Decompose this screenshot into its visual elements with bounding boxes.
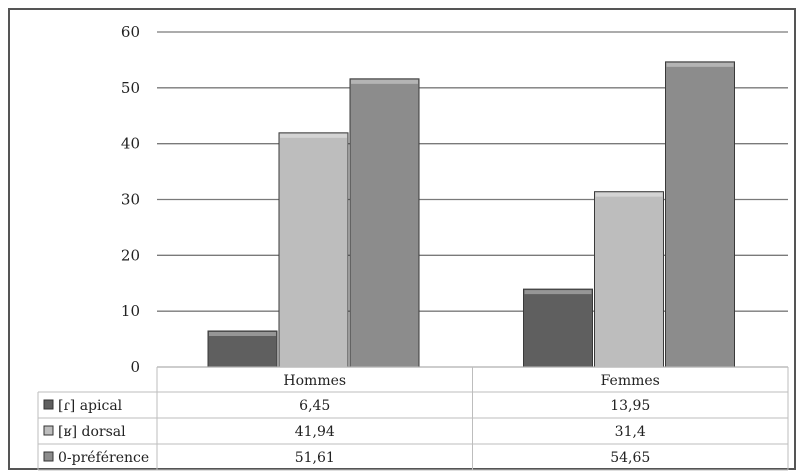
bar-highlight bbox=[595, 192, 663, 197]
legend-swatch bbox=[43, 451, 54, 462]
series-name: [ɾ] apical bbox=[58, 398, 123, 414]
legend-swatch bbox=[43, 399, 54, 410]
y-tick-label: 10 bbox=[121, 302, 140, 320]
bar-highlight bbox=[209, 331, 276, 336]
y-tick-label: 0 bbox=[130, 358, 140, 376]
bar-highlight bbox=[524, 290, 592, 295]
data-value: 6,45 bbox=[299, 398, 330, 414]
bar bbox=[523, 288, 593, 368]
category-label: Femmes bbox=[601, 373, 660, 389]
data-value: 41,94 bbox=[295, 424, 335, 440]
bar-body bbox=[523, 288, 593, 368]
bar bbox=[278, 132, 349, 368]
y-tick-label: 20 bbox=[121, 246, 140, 264]
data-table: Hommes Femmes [ɾ] apical 6,45 13,95 [ʁ] dorsa… bbox=[37, 366, 789, 471]
bar-body bbox=[594, 191, 664, 368]
bar-body bbox=[349, 78, 420, 368]
bar bbox=[665, 61, 735, 368]
series-name: [ʁ] dorsal bbox=[58, 424, 126, 440]
bar-body bbox=[665, 61, 735, 368]
series-name: 0-préférence bbox=[58, 450, 149, 466]
legend-swatch bbox=[43, 425, 54, 436]
bar-body bbox=[278, 132, 349, 368]
category-label: Hommes bbox=[283, 373, 346, 389]
bar bbox=[594, 191, 664, 368]
data-value: 31,4 bbox=[615, 424, 646, 440]
bar-highlight bbox=[351, 79, 418, 84]
data-value: 54,65 bbox=[610, 450, 650, 466]
bar-highlight bbox=[666, 62, 734, 67]
bar bbox=[207, 330, 278, 368]
data-value: 13,95 bbox=[610, 398, 650, 414]
bars bbox=[207, 61, 735, 368]
y-tick-label: 40 bbox=[121, 135, 140, 153]
bar bbox=[349, 78, 420, 368]
y-tick-label: 30 bbox=[121, 191, 140, 209]
y-tick-label: 50 bbox=[121, 79, 140, 97]
data-value: 51,61 bbox=[295, 450, 335, 466]
bar-highlight bbox=[280, 133, 347, 138]
y-axis-ticks: 0 10 20 30 40 50 60 bbox=[121, 23, 140, 376]
y-tick-label: 60 bbox=[121, 23, 140, 41]
bar-body bbox=[207, 330, 278, 368]
